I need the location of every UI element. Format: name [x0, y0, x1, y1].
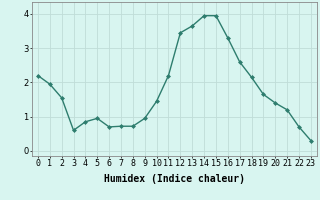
X-axis label: Humidex (Indice chaleur): Humidex (Indice chaleur)	[104, 174, 245, 184]
